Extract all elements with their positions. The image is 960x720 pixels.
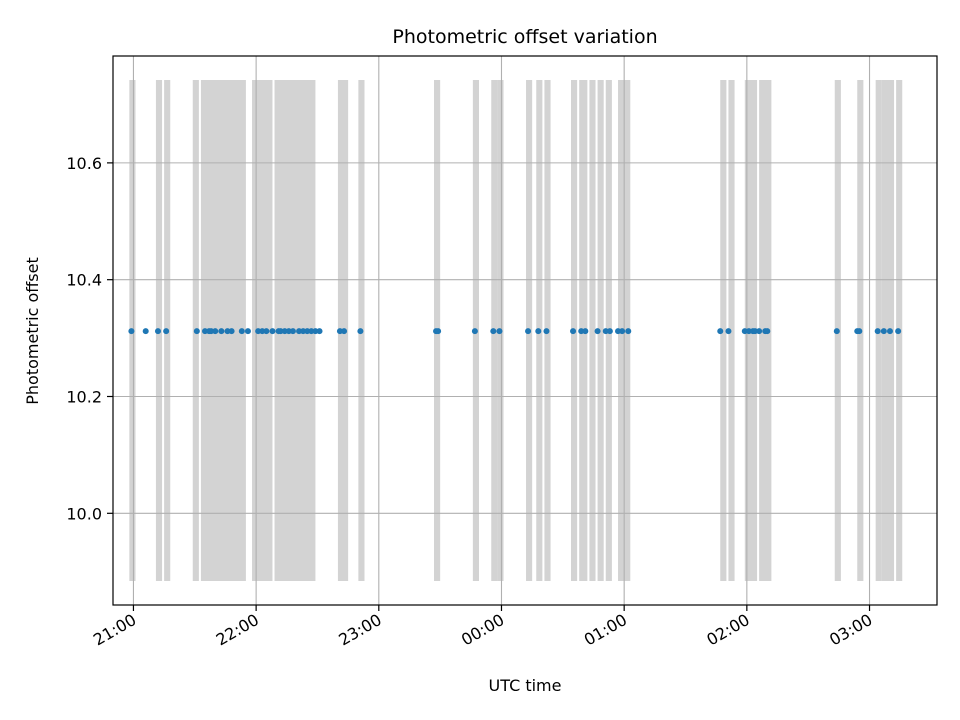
data-point: [625, 328, 632, 335]
x-tick-label: 23:00: [335, 610, 384, 650]
data-point: [756, 328, 763, 335]
y-tick-label: 10.6: [66, 154, 102, 173]
data-point: [543, 328, 550, 335]
data-point: [435, 328, 442, 335]
data-point: [212, 328, 219, 335]
data-point: [218, 328, 225, 335]
data-point: [238, 328, 245, 335]
data-point: [341, 328, 348, 335]
data-point: [490, 328, 497, 335]
observation-band: [589, 80, 596, 581]
x-axis-ticks: 21:00 22:00 23:00 00:00 01:00 02:00 03:00: [90, 605, 876, 650]
observation-band: [252, 80, 259, 581]
data-point: [154, 328, 161, 335]
x-tick-label: 22:00: [213, 610, 262, 650]
data-point: [764, 328, 771, 335]
data-point: [269, 328, 276, 335]
observation-band: [728, 80, 735, 581]
data-point: [874, 328, 881, 335]
y-axis-label: Photometric offset: [23, 257, 42, 405]
data-point: [193, 328, 200, 335]
data-point: [316, 328, 323, 335]
x-tick-label: 21:00: [90, 610, 139, 650]
x-tick-label: 01:00: [581, 610, 630, 650]
data-point: [570, 328, 577, 335]
y-axis-ticks: 10.0 10.2 10.4 10.6: [66, 154, 113, 523]
data-point: [228, 328, 235, 335]
y-tick-label: 10.4: [66, 271, 102, 290]
chart-title: Photometric offset variation: [392, 26, 657, 48]
data-point: [244, 328, 251, 335]
x-axis-label: UTC time: [489, 676, 562, 695]
data-point: [471, 328, 478, 335]
data-point: [496, 328, 503, 335]
data-point: [357, 328, 364, 335]
data-point: [725, 328, 732, 335]
data-point: [525, 328, 532, 335]
data-points: [128, 328, 902, 335]
y-tick-label: 10.2: [66, 387, 102, 406]
data-point: [717, 328, 724, 335]
data-point: [619, 328, 626, 335]
x-tick-label: 00:00: [458, 610, 507, 650]
data-point: [606, 328, 613, 335]
data-point: [833, 328, 840, 335]
x-tick-label: 03:00: [826, 610, 875, 650]
observation-band: [597, 80, 604, 581]
data-point: [289, 328, 296, 335]
data-point: [582, 328, 589, 335]
plot-frame: [112, 55, 938, 606]
data-point: [594, 328, 601, 335]
data-point: [895, 328, 902, 335]
data-point: [142, 328, 149, 335]
y-tick-label: 10.0: [66, 504, 102, 523]
x-tick-label: 02:00: [703, 610, 752, 650]
data-point: [128, 328, 135, 335]
data-point: [880, 328, 887, 335]
data-point: [886, 328, 893, 335]
data-point: [263, 328, 270, 335]
data-point: [163, 328, 170, 335]
data-point: [856, 328, 863, 335]
data-point: [535, 328, 542, 335]
observation-band: [720, 80, 727, 581]
